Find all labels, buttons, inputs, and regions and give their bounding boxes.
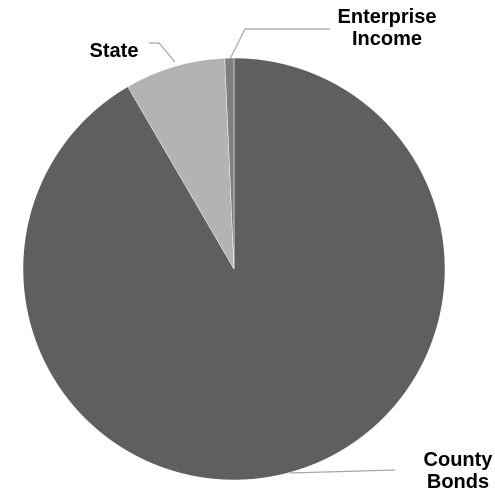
slice-label-state: State: [90, 40, 139, 62]
pie-slice-state: [127, 57, 235, 270]
leader-line-county-bonds: [289, 469, 396, 474]
slice-labels: County Bonds State Enterprise Income: [90, 6, 494, 493]
leader-line-state: [149, 42, 176, 63]
pie-slices: [22, 57, 446, 481]
slice-label-county-bonds: County Bonds: [424, 449, 494, 493]
leader-lines: [149, 28, 396, 474]
pie-slice-enterprise-income: [224, 57, 235, 270]
leader-line-enterprise-income: [229, 28, 330, 60]
slice-label-enterprise-income: Enterprise Income: [338, 6, 437, 50]
